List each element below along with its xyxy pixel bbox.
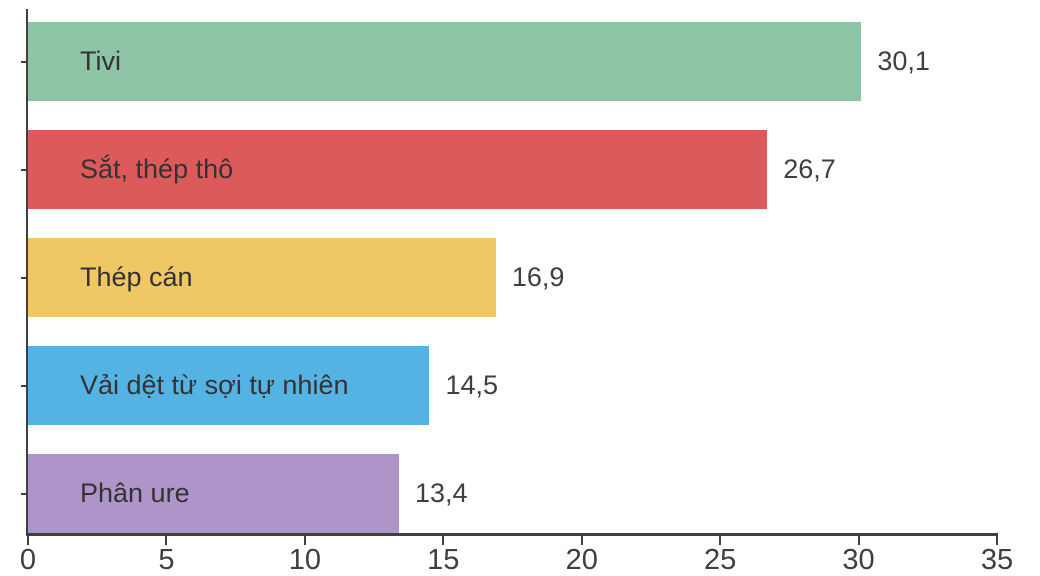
- bar: Phân ure: [28, 454, 399, 533]
- x-axis-tick: [442, 533, 445, 545]
- bar-value-label: 14,5: [445, 370, 498, 400]
- x-axis-tick-label: 25: [704, 544, 737, 576]
- bar-category-label: Vải dệt từ sợi tự nhiên: [80, 370, 349, 400]
- y-axis-tick: [21, 277, 26, 279]
- x-axis-tick: [165, 533, 168, 545]
- x-axis-tick-label: 0: [19, 544, 37, 576]
- bar-value-label: 16,9: [511, 262, 565, 292]
- bar-value-label: 30,1: [877, 46, 930, 76]
- y-axis-line: [26, 9, 28, 535]
- bar-row: Vải dệt từ sợi tự nhiên 14,5: [28, 346, 997, 425]
- y-axis-tick: [21, 61, 26, 63]
- x-axis-line: [26, 533, 998, 536]
- y-axis-tick: [21, 385, 26, 387]
- x-axis-tick-label: 30: [842, 544, 875, 576]
- bar-category-label: Sắt, thép thô: [80, 154, 234, 184]
- bars-container: Tivi 30,1 Sắt, thép thô 26,7 Thép cán 16,9 Vải…: [28, 22, 997, 541]
- bar: Sắt, thép thô: [28, 130, 768, 209]
- x-axis-tick: [996, 533, 998, 545]
- bar-value-label: 13,4: [414, 478, 468, 508]
- bar-row: Sắt, thép thô 26,7: [28, 130, 997, 209]
- bar-category-label: Thép cán: [80, 262, 193, 292]
- y-axis-tick: [21, 169, 26, 171]
- x-axis-tick: [857, 533, 860, 545]
- bar: Vải dệt từ sợi tự nhiên: [28, 346, 430, 425]
- x-axis-tick: [580, 533, 583, 545]
- bar-row: Tivi 30,1: [28, 22, 997, 101]
- bar-category-label: Tivi: [80, 46, 121, 76]
- x-axis-tick: [719, 533, 722, 545]
- x-axis-tick-label: 20: [565, 544, 598, 576]
- x-axis-tick: [27, 533, 29, 545]
- x-axis-tick: [303, 533, 306, 545]
- bar-row: Thép cán 16,9: [28, 238, 997, 317]
- x-axis-tick-label: 35: [980, 544, 1014, 576]
- bar-value-label: 26,7: [783, 154, 836, 184]
- x-axis-tick-label: 5: [158, 544, 175, 576]
- bar-row: Phân ure 13,4: [28, 454, 997, 533]
- x-axis-tick-label: 10: [288, 544, 321, 576]
- bar-category-label: Phân ure: [80, 478, 190, 508]
- x-axis-tick-label: 15: [427, 544, 460, 576]
- bar: Tivi: [28, 22, 862, 101]
- bar: Thép cán: [28, 238, 496, 317]
- y-axis-tick: [21, 493, 26, 495]
